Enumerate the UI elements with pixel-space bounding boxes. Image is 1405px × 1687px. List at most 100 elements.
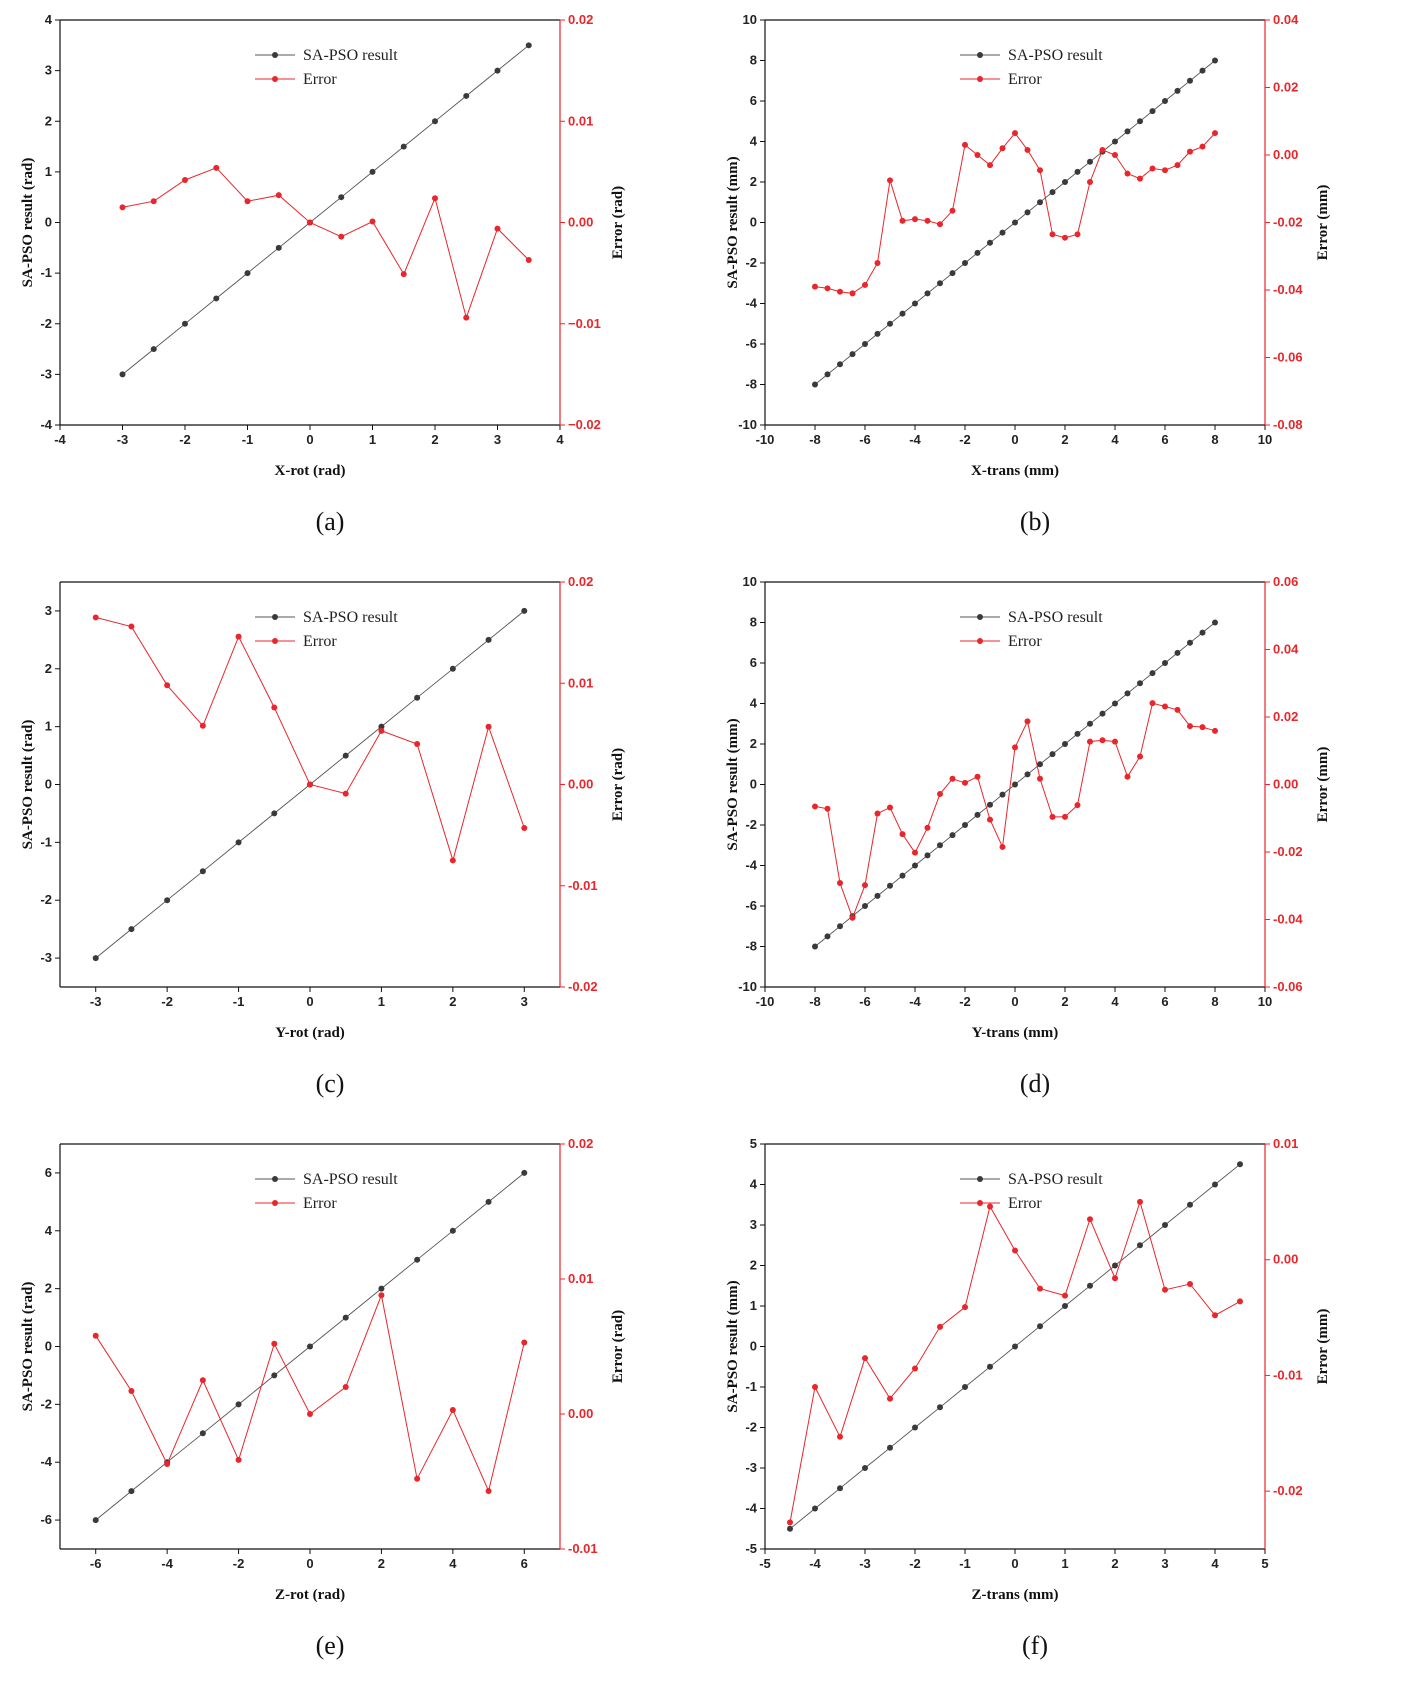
y2-tick-label: 0.02 <box>1273 709 1298 724</box>
error-point <box>862 1355 868 1362</box>
x-tick-label: 10 <box>1258 994 1272 1009</box>
result-point <box>1074 168 1081 175</box>
x-tick-label: -1 <box>242 432 254 447</box>
error-point <box>92 614 99 621</box>
result-point <box>912 1424 918 1431</box>
error-point <box>1112 1275 1118 1282</box>
x-tick-label: 3 <box>1161 1556 1168 1571</box>
x-axis-title: Y-rot (rad) <box>275 1025 345 1041</box>
y-tick-label: 0 <box>750 1339 757 1354</box>
result-point <box>521 1169 528 1176</box>
y-tick-label: -4 <box>745 858 757 873</box>
error-point <box>937 221 943 228</box>
error-point <box>1137 1198 1143 1205</box>
error-point <box>862 882 868 889</box>
result-point <box>937 1404 943 1411</box>
result-point <box>862 903 868 909</box>
y-tick-label: -8 <box>745 377 757 392</box>
x-tick-label: -4 <box>161 1556 173 1571</box>
result-point <box>525 42 532 49</box>
error-point <box>164 1460 171 1467</box>
error-point <box>1012 744 1018 751</box>
result-series-line <box>122 44 530 375</box>
y-tick-label: -4 <box>40 417 52 432</box>
y2-tick-label: −0.02 <box>568 417 601 432</box>
legend-marker <box>977 1200 983 1206</box>
error-point <box>1087 179 1093 185</box>
result-point <box>1187 77 1193 84</box>
error-point <box>1137 753 1143 760</box>
x-axis-title: X-trans (mm) <box>971 463 1059 479</box>
result-point <box>937 280 943 287</box>
x-tick-label: 4 <box>449 1556 457 1571</box>
error-point <box>400 271 407 278</box>
x-tick-label: -4 <box>809 1556 821 1571</box>
x-axis-title: Z-rot (rad) <box>275 1587 345 1603</box>
y-tick-label: -4 <box>745 296 757 311</box>
error-point <box>887 177 893 184</box>
x-tick-label: 3 <box>494 432 501 447</box>
y-axis-title: SA-PSO result (rad) <box>20 1282 36 1412</box>
x-tick-label: -2 <box>179 432 191 447</box>
y2-tick-label: 0.02 <box>568 1136 593 1151</box>
result-point <box>1062 179 1068 185</box>
y2-tick-label: 0.04 <box>1273 642 1299 657</box>
result-point <box>887 320 893 327</box>
error-point <box>999 145 1006 152</box>
error-point <box>199 722 206 729</box>
chart-0: -4 -3 -2 -1 0 1 2 3 4 -4 -3 -2 -1 0 1 2 3 4 −0.02 −0.01 0.00… <box>20 12 626 536</box>
x-tick-label: -2 <box>233 1556 245 1571</box>
result-point <box>1037 1323 1043 1330</box>
result-point <box>887 882 893 889</box>
result-point <box>1212 619 1218 626</box>
result-point <box>912 862 918 869</box>
legend-label: Error <box>303 71 337 88</box>
result-point <box>987 239 993 246</box>
x-tick-label: -8 <box>809 994 821 1009</box>
y-tick-label: 0 <box>45 777 52 792</box>
result-point <box>414 694 421 701</box>
error-point <box>962 779 968 786</box>
y2-tick-label: −0.01 <box>568 316 601 331</box>
result-point <box>812 943 818 950</box>
result-point <box>1087 720 1093 727</box>
x-tick-label: -2 <box>959 432 971 447</box>
result-point <box>485 1198 492 1205</box>
y-tick-label: 0 <box>750 777 757 792</box>
y-tick-label: -4 <box>745 1501 757 1516</box>
y-tick-label: -2 <box>745 255 757 270</box>
result-point <box>119 371 126 378</box>
y2-tick-label: -0.01 <box>568 878 598 893</box>
error-point <box>164 682 171 689</box>
y-tick-label: -2 <box>745 1420 757 1435</box>
result-point <box>128 926 135 933</box>
error-point <box>1137 175 1143 182</box>
error-point <box>974 152 981 158</box>
x-tick-label: -1 <box>959 1556 971 1571</box>
y2-tick-label: -0.06 <box>1273 350 1303 365</box>
error-point <box>824 285 831 292</box>
error-point <box>1037 1285 1043 1292</box>
result-point <box>824 933 831 940</box>
result-point <box>862 1465 868 1471</box>
error-point <box>999 843 1006 850</box>
error-point <box>369 218 376 225</box>
error-point <box>1037 775 1043 782</box>
y2-tick-label: -0.02 <box>1273 215 1303 230</box>
result-point <box>1212 57 1218 64</box>
result-point <box>1037 761 1043 768</box>
legend-label: SA-PSO result <box>303 47 398 64</box>
error-point <box>128 1388 135 1395</box>
panel-a: -4 -3 -2 -1 0 1 2 3 4 -4 -3 -2 -1 0 1 2 3 4 −0.02 −0.01 0.00… <box>0 0 700 562</box>
panel-caption: (f) <box>1022 1631 1048 1660</box>
panel-c: -3 -2 -1 0 1 2 3 -3 -2 -1 0 1 2 3 -0.02 -0.01 0.00 0.01 0.… <box>0 562 700 1124</box>
error-point <box>1099 146 1106 153</box>
error-point <box>1124 170 1131 177</box>
error-point <box>949 775 956 782</box>
x-axis-title: X-rot (rad) <box>275 463 346 479</box>
error-point <box>235 1456 242 1463</box>
y2-tick-label: 0.01 <box>568 675 593 690</box>
error-point <box>849 290 856 297</box>
error-point <box>1149 700 1156 707</box>
x-tick-label: 1 <box>1061 1556 1068 1571</box>
